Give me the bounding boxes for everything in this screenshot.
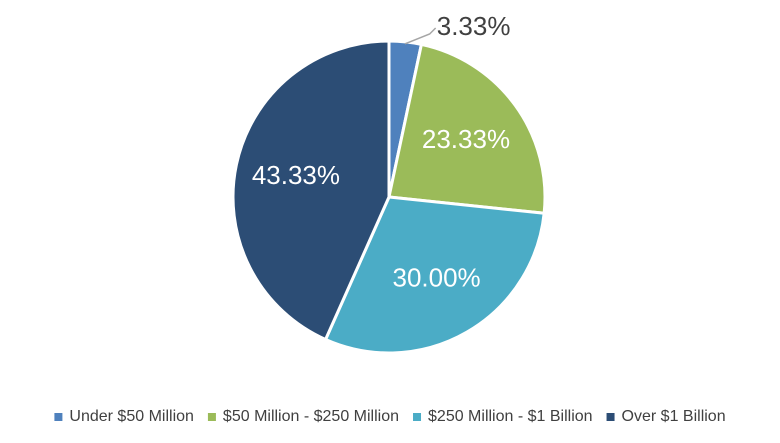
pie-slice-over-1-billion <box>231 39 391 342</box>
legend-label: $250 Million - $1 Billion <box>428 408 593 425</box>
legend-item-50-million-250-million: $50 Million - $250 Million <box>207 408 399 425</box>
data-label-250-million-1-billion: 30.00% <box>392 262 480 292</box>
legend-label: $50 Million - $250 Million <box>223 408 399 425</box>
pie-slice-50-million-250-million <box>387 42 547 215</box>
legend-swatch <box>413 413 422 421</box>
legend-label: Over $1 Billion <box>622 408 726 425</box>
pie-slices <box>231 39 547 355</box>
legend-item-over-1-billion: Over $1 Billion <box>606 408 726 425</box>
data-label-50-million-250-million: 23.33% <box>422 124 510 154</box>
pie-slice-250-million-1-billion <box>323 195 546 355</box>
data-label-over-1-billion: 43.33% <box>252 160 340 190</box>
legend-item-250-million-1-billion: $250 Million - $1 Billion <box>413 408 593 425</box>
legend-swatch <box>606 413 615 421</box>
data-label-under-50-million: 3.33% <box>437 11 511 41</box>
legend-item-under-50-million: Under $50 Million <box>54 408 194 425</box>
legend: Under $50 Million $50 Million - $250 Mill… <box>54 408 726 425</box>
legend-swatch <box>54 413 63 421</box>
legend-swatch <box>207 413 216 421</box>
leader-line-under-50-million <box>404 27 437 45</box>
legend-label: Under $50 Million <box>69 408 194 425</box>
data-labels: 3.33% 23.33% 30.00% 43.33% <box>252 11 511 292</box>
